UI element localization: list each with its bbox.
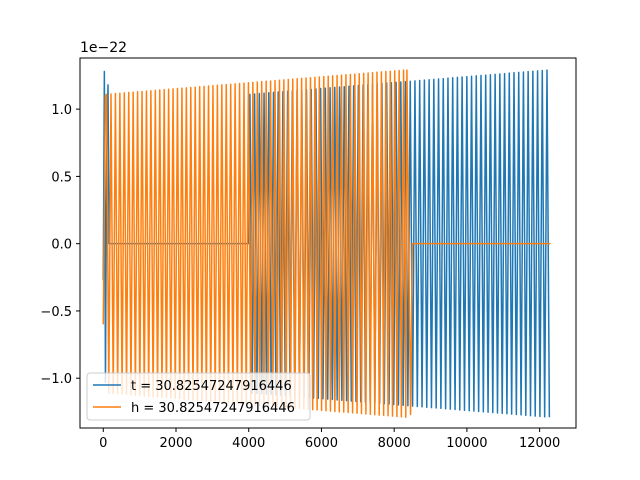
x-tick-label: 8000 — [378, 436, 411, 451]
legend: t = 30.82547247916446 h = 30.82547247916… — [86, 372, 311, 421]
x-tick-label: 2000 — [159, 436, 192, 451]
legend-label-h: h = 30.82547247916446 — [131, 401, 295, 416]
series-layer — [102, 69, 551, 418]
x-tick-label: 10000 — [446, 436, 487, 451]
y-offset-text: 1e−22 — [80, 40, 127, 56]
y-tick-label: 0.5 — [51, 170, 72, 185]
x-tick-label: 4000 — [232, 436, 265, 451]
series-line-h — [102, 69, 551, 418]
legend-frame — [86, 372, 311, 421]
y-axis: −1.0 −0.5 0.0 0.5 1.0 — [40, 103, 80, 387]
x-axis: 0 2000 4000 6000 8000 10000 12000 — [99, 428, 560, 451]
plot-frame — [79, 57, 577, 429]
y-tick-label: 0.0 — [51, 238, 72, 253]
y-tick-label: −1.0 — [40, 372, 72, 387]
x-tick-label: 12000 — [519, 436, 560, 451]
y-tick-label: 1.0 — [51, 103, 72, 118]
x-tick-label: 6000 — [305, 436, 338, 451]
legend-label-t: t = 30.82547247916446 — [131, 379, 292, 394]
y-tick-label: −0.5 — [40, 305, 72, 320]
x-tick-label: 0 — [99, 436, 107, 451]
